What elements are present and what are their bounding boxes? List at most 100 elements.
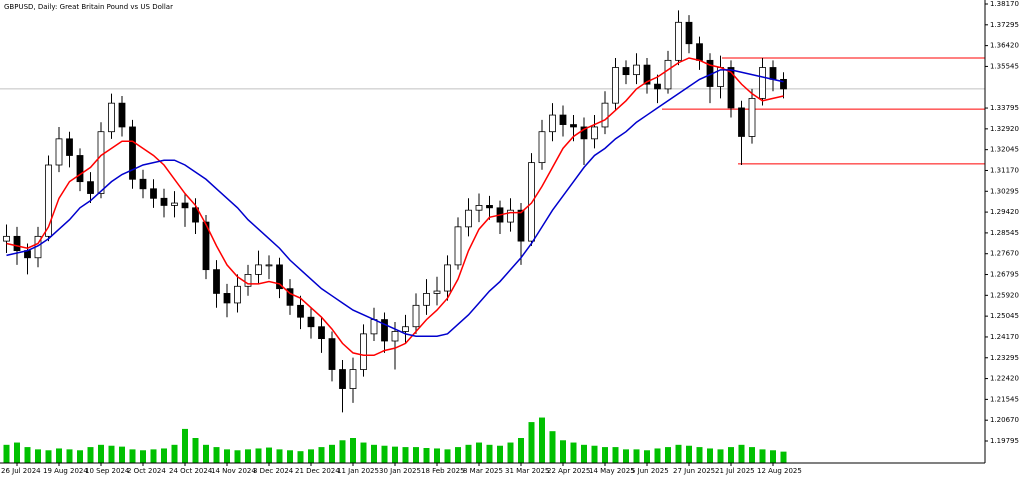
x-tick-label: 14 Nov 2024 (211, 467, 256, 475)
candle-body (349, 369, 357, 389)
volume-bar (686, 445, 692, 463)
y-tick-label: 1.33795 (990, 104, 1019, 112)
candle-body (591, 126, 598, 140)
volume-bar (119, 446, 125, 463)
candle-body (622, 67, 630, 76)
y-tick-label: 1.38170 (990, 0, 1019, 8)
y-tick-label: 1.29420 (990, 208, 1019, 216)
candle-body (181, 202, 189, 209)
y-tick-label: 1.35545 (990, 62, 1019, 70)
volume-bar (287, 450, 293, 463)
volume-bar (98, 444, 104, 463)
volume-bar (560, 440, 566, 463)
x-tick-label: 19 Aug 2024 (43, 467, 88, 475)
candle-body (391, 331, 399, 342)
x-tick-label: 10 Sep 2024 (85, 467, 130, 475)
y-tick-label: 1.23295 (990, 354, 1019, 362)
candle-body (223, 293, 231, 304)
y-tick-label: 1.27670 (990, 250, 1019, 258)
volume-bar (77, 450, 83, 463)
candle-body (76, 155, 84, 183)
volume-bar (423, 448, 430, 463)
x-tick-label: 11 Jan 2025 (337, 467, 379, 475)
volume-bar (87, 447, 94, 463)
candle-body (549, 114, 556, 133)
y-tick-label: 1.28545 (990, 229, 1019, 237)
volume-bar (455, 447, 461, 463)
candle-body (654, 83, 661, 90)
candle-body (66, 138, 73, 156)
candle-body (559, 114, 567, 125)
volume-bar (381, 445, 388, 463)
candle-body (507, 209, 514, 223)
chart-title: GBPUSD, Daily: Great Britain Pound vs US… (4, 3, 173, 11)
candle-body (633, 64, 640, 76)
candle-body (675, 21, 682, 61)
volume-bar (108, 445, 115, 463)
y-tick-label: 1.30295 (990, 187, 1019, 195)
volume-bar (623, 449, 629, 463)
candle-body (444, 264, 451, 292)
candle-body (538, 131, 546, 164)
x-tick-label: 27 Jun 2025 (673, 467, 715, 475)
candle-body (265, 264, 273, 267)
candle-body (297, 304, 304, 318)
volume-bar (276, 449, 283, 463)
volume-bar (738, 444, 745, 463)
y-tick-label: 1.26795 (990, 271, 1019, 279)
candle-body (601, 102, 609, 128)
volume-bar (602, 447, 608, 463)
candle-body (475, 205, 483, 211)
candle-body (685, 21, 693, 45)
moving-average (6, 69, 784, 337)
candle-body (276, 264, 283, 290)
y-tick-label: 1.37295 (990, 21, 1019, 29)
volume-bar (518, 438, 524, 463)
candle-body (748, 98, 756, 137)
volume-bar (329, 444, 335, 463)
candle-body (465, 209, 472, 228)
candle-body (402, 326, 409, 332)
volume-bar (360, 442, 367, 463)
candle-body (643, 64, 651, 85)
x-tick-label: 5 Jun 2025 (631, 467, 669, 475)
candle-body (129, 126, 136, 180)
volume-bar (66, 449, 73, 463)
volume-bar (203, 444, 209, 463)
volume-bar (549, 431, 556, 463)
volume-bar (14, 442, 20, 463)
candle-body (360, 333, 367, 370)
volume-bar (581, 444, 587, 463)
candle-body (580, 126, 588, 140)
volume-bar (3, 444, 10, 463)
volume-bar (339, 440, 346, 463)
volume-bar (392, 446, 398, 463)
candle-body (139, 178, 147, 190)
volume-bar (675, 444, 682, 463)
volume-bar (413, 447, 419, 463)
y-tick-label: 1.21545 (990, 395, 1019, 403)
candle-body (171, 202, 178, 206)
volume-bar (444, 449, 451, 463)
candle-body (454, 226, 462, 266)
candle-body (664, 59, 672, 90)
volume-bar (213, 447, 220, 463)
volume-bar (717, 449, 724, 463)
candle-body (727, 67, 735, 109)
y-tick-label: 1.32045 (990, 146, 1019, 154)
candle-body (150, 188, 157, 199)
volume-bar (728, 447, 734, 463)
candle-body (339, 369, 346, 389)
volume-bar (308, 449, 314, 463)
y-tick-label: 1.22420 (990, 375, 1019, 383)
candle-body (45, 164, 52, 237)
moving-average (6, 57, 784, 357)
x-tick-label: 22 Apr 2025 (547, 467, 590, 475)
volume-bar (539, 417, 545, 463)
candle-body (328, 338, 336, 370)
x-tick-label: 2 Oct 2024 (127, 467, 166, 475)
volume-bar (35, 449, 41, 463)
candle-body (412, 304, 420, 328)
